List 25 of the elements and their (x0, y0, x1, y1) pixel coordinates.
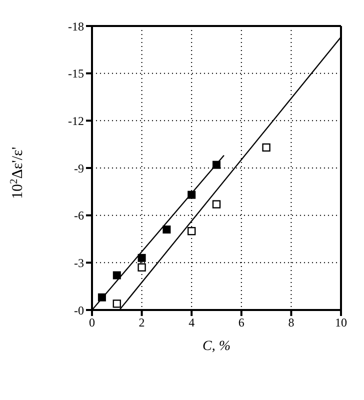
point (188, 190, 196, 199)
y-tick-label: -6 (74, 208, 84, 223)
x-tick-label: 4 (188, 316, 195, 330)
y-tick-label: -15 (68, 66, 84, 81)
point (112, 271, 121, 280)
point (112, 300, 121, 308)
y-tick-label: -12 (68, 114, 84, 128)
y-tick-label: -0 (74, 303, 84, 318)
x-axis-title: C, % (202, 339, 230, 354)
y-tick-label: -3 (74, 256, 84, 270)
point (212, 200, 221, 208)
y-tick-label: -18 (68, 19, 84, 34)
x-tick-label: 8 (288, 316, 294, 330)
x-tick-label: 10 (335, 316, 347, 330)
point (212, 160, 220, 169)
x-tick-label: 0 (89, 316, 95, 330)
point (188, 227, 196, 236)
point (138, 263, 146, 272)
y-tick-label: -9 (74, 161, 84, 176)
point (138, 254, 146, 262)
point (162, 226, 171, 234)
point (262, 143, 270, 152)
x-tick-label: 6 (238, 316, 244, 330)
x-tick-label: 2 (138, 316, 145, 330)
point (98, 293, 106, 302)
